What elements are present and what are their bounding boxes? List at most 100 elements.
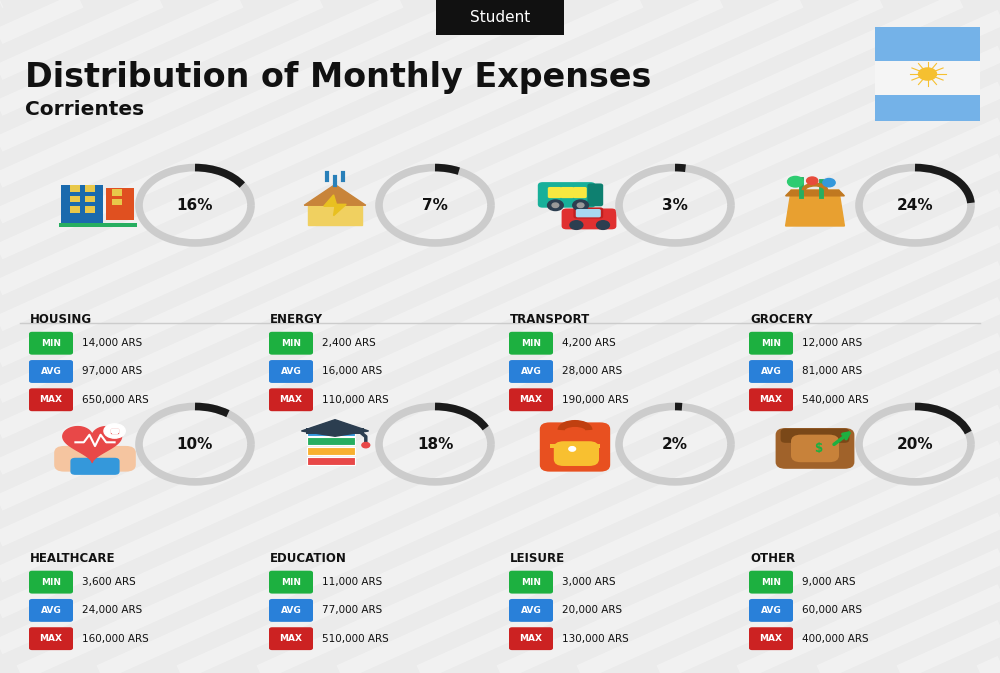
Text: AVG: AVG <box>761 367 781 376</box>
Circle shape <box>823 178 835 187</box>
Text: MIN: MIN <box>521 577 541 587</box>
FancyBboxPatch shape <box>70 186 80 192</box>
Polygon shape <box>301 420 369 436</box>
Text: 24%: 24% <box>897 198 933 213</box>
FancyBboxPatch shape <box>509 332 553 355</box>
FancyBboxPatch shape <box>562 209 616 229</box>
Text: OTHER: OTHER <box>750 552 795 565</box>
Text: 16,000 ARS: 16,000 ARS <box>322 367 382 376</box>
Text: MAX: MAX <box>520 634 542 643</box>
Polygon shape <box>111 429 118 433</box>
Text: 20%: 20% <box>897 437 933 452</box>
Circle shape <box>597 221 609 229</box>
FancyBboxPatch shape <box>70 196 80 203</box>
Polygon shape <box>304 184 366 205</box>
Text: 400,000 ARS: 400,000 ARS <box>802 634 869 643</box>
Text: HOUSING: HOUSING <box>30 313 92 326</box>
Polygon shape <box>324 195 346 215</box>
Text: MAX: MAX <box>760 634 782 643</box>
Text: 14,000 ARS: 14,000 ARS <box>82 339 142 348</box>
Polygon shape <box>786 190 844 196</box>
FancyBboxPatch shape <box>749 332 793 355</box>
FancyBboxPatch shape <box>875 61 980 95</box>
Text: AVG: AVG <box>41 367 61 376</box>
FancyBboxPatch shape <box>749 599 793 622</box>
Text: MIN: MIN <box>41 339 61 348</box>
FancyBboxPatch shape <box>112 199 122 205</box>
FancyBboxPatch shape <box>781 429 849 443</box>
FancyBboxPatch shape <box>106 188 134 220</box>
Text: 16%: 16% <box>177 198 213 213</box>
Text: AVG: AVG <box>281 606 301 615</box>
Text: 60,000 ARS: 60,000 ARS <box>802 606 862 615</box>
Text: 110,000 ARS: 110,000 ARS <box>322 395 389 404</box>
Text: MIN: MIN <box>761 339 781 348</box>
Text: GROCERY: GROCERY <box>750 313 812 326</box>
Text: 650,000 ARS: 650,000 ARS <box>82 395 149 404</box>
FancyBboxPatch shape <box>509 571 553 594</box>
FancyBboxPatch shape <box>576 209 601 217</box>
Text: 3%: 3% <box>662 198 688 213</box>
FancyBboxPatch shape <box>29 360 73 383</box>
Polygon shape <box>111 429 118 433</box>
Circle shape <box>807 177 818 184</box>
Text: 3,600 ARS: 3,600 ARS <box>82 577 136 587</box>
FancyBboxPatch shape <box>61 184 103 224</box>
Circle shape <box>577 203 584 207</box>
FancyBboxPatch shape <box>538 182 595 208</box>
FancyBboxPatch shape <box>59 223 137 227</box>
Text: MIN: MIN <box>41 577 61 587</box>
Text: 11,000 ARS: 11,000 ARS <box>322 577 382 587</box>
Text: $: $ <box>814 442 822 455</box>
Text: AVG: AVG <box>41 606 61 615</box>
FancyBboxPatch shape <box>509 360 553 383</box>
Text: MIN: MIN <box>281 339 301 348</box>
FancyBboxPatch shape <box>85 196 95 203</box>
Circle shape <box>569 447 576 451</box>
Text: MIN: MIN <box>521 339 541 348</box>
FancyBboxPatch shape <box>269 599 313 622</box>
Text: 9,000 ARS: 9,000 ARS <box>802 577 856 587</box>
FancyBboxPatch shape <box>749 388 793 411</box>
Text: ENERGY: ENERGY <box>270 313 323 326</box>
FancyBboxPatch shape <box>875 27 980 61</box>
FancyBboxPatch shape <box>307 447 355 455</box>
FancyBboxPatch shape <box>540 423 610 472</box>
FancyBboxPatch shape <box>307 437 355 446</box>
FancyBboxPatch shape <box>70 206 80 213</box>
FancyBboxPatch shape <box>875 95 980 121</box>
FancyBboxPatch shape <box>587 184 603 207</box>
Text: 28,000 ARS: 28,000 ARS <box>562 367 622 376</box>
Text: TRANSPORT: TRANSPORT <box>510 313 590 326</box>
Text: MAX: MAX <box>280 634 303 643</box>
FancyBboxPatch shape <box>306 428 364 434</box>
Polygon shape <box>63 427 122 462</box>
Text: Distribution of Monthly Expenses: Distribution of Monthly Expenses <box>25 61 651 94</box>
Text: Student: Student <box>470 10 530 25</box>
FancyBboxPatch shape <box>573 187 587 198</box>
Text: MAX: MAX <box>760 395 782 404</box>
Text: MIN: MIN <box>281 577 301 587</box>
Circle shape <box>573 200 588 211</box>
Text: 2,400 ARS: 2,400 ARS <box>322 339 376 348</box>
Text: EDUCATION: EDUCATION <box>270 552 347 565</box>
FancyBboxPatch shape <box>54 446 136 472</box>
Text: 2%: 2% <box>662 437 688 452</box>
FancyBboxPatch shape <box>269 388 313 411</box>
FancyBboxPatch shape <box>269 332 313 355</box>
FancyBboxPatch shape <box>560 187 574 198</box>
FancyBboxPatch shape <box>749 627 793 650</box>
Text: AVG: AVG <box>521 367 541 376</box>
Circle shape <box>788 176 803 187</box>
Text: 24,000 ARS: 24,000 ARS <box>82 606 142 615</box>
FancyBboxPatch shape <box>436 0 564 35</box>
Text: 77,000 ARS: 77,000 ARS <box>322 606 382 615</box>
FancyBboxPatch shape <box>29 388 73 411</box>
Text: 4,200 ARS: 4,200 ARS <box>562 339 616 348</box>
Text: 160,000 ARS: 160,000 ARS <box>82 634 149 643</box>
FancyBboxPatch shape <box>29 332 73 355</box>
Text: 10%: 10% <box>177 437 213 452</box>
Text: 7%: 7% <box>422 198 448 213</box>
FancyBboxPatch shape <box>29 599 73 622</box>
Polygon shape <box>308 205 362 225</box>
